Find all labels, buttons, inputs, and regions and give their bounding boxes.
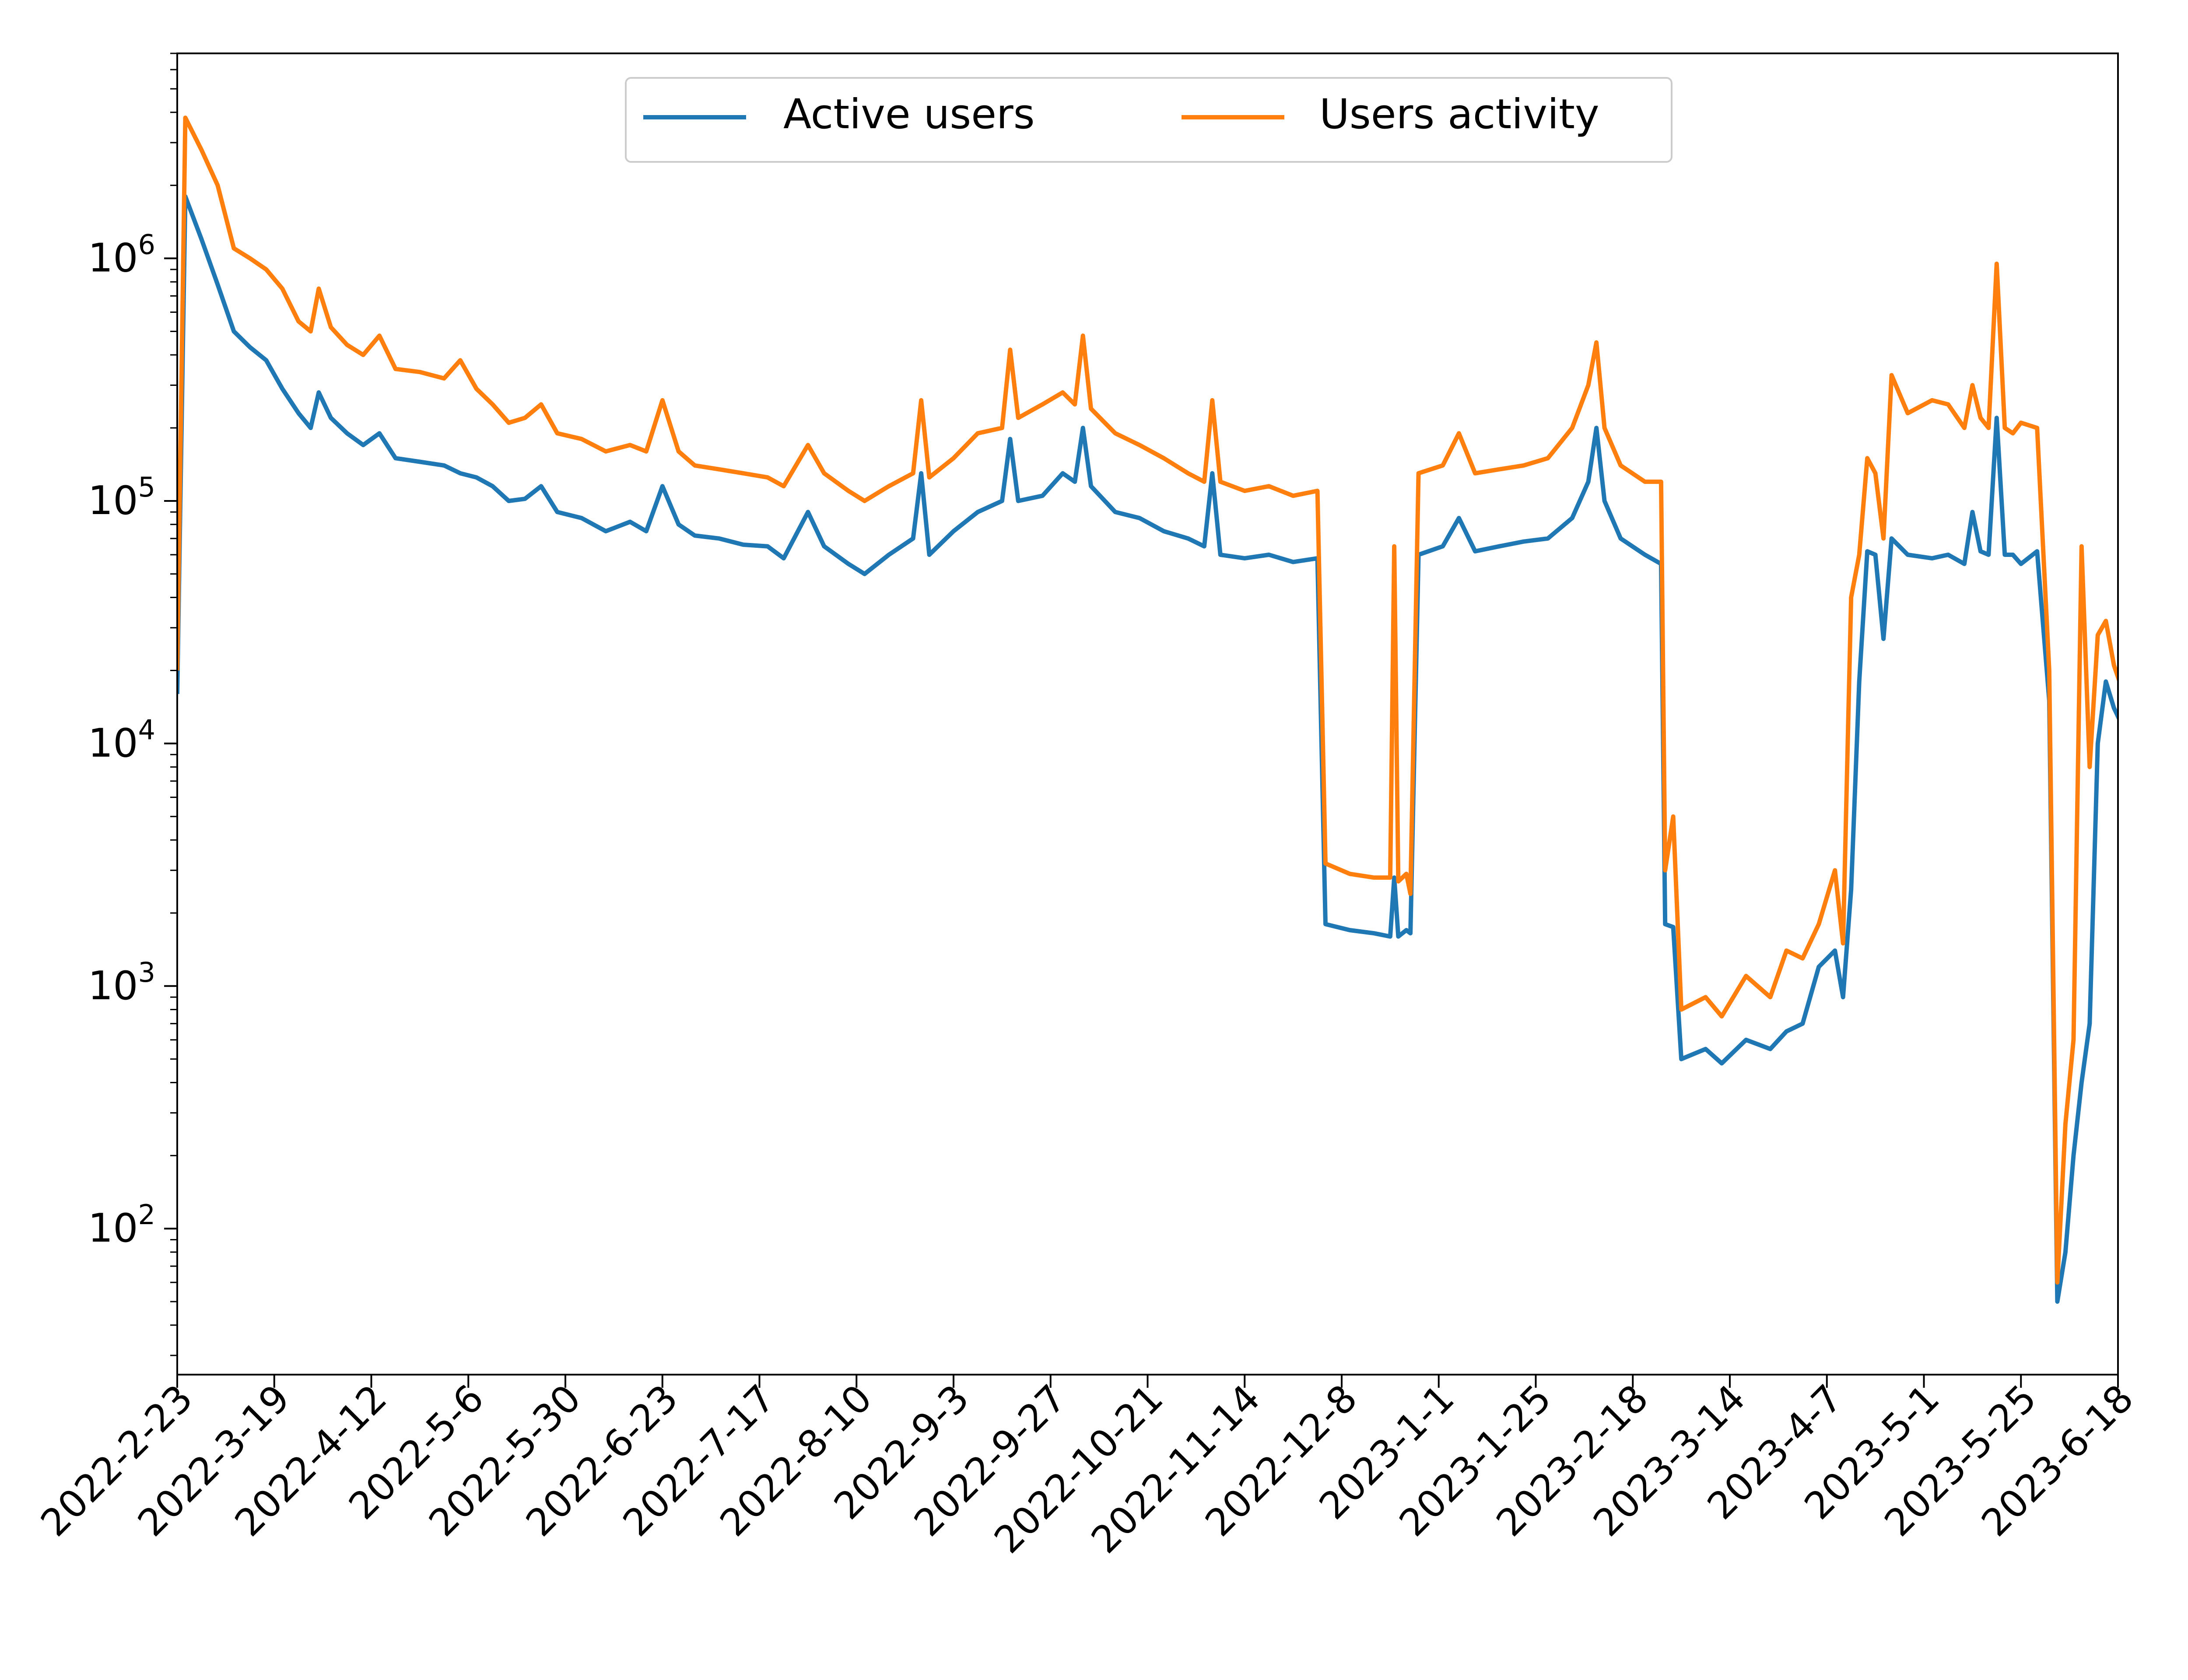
- y-axis: 102 103 104 105 106: [88, 52, 177, 1356]
- series-layer: [177, 116, 2118, 1304]
- y-tick-label: 103: [88, 956, 155, 1009]
- y-tick-label: 106: [88, 229, 155, 281]
- y-tick-label: 104: [88, 714, 155, 766]
- y-tick-label: 102: [88, 1199, 155, 1251]
- series-line-1: [177, 116, 2118, 1285]
- legend: Active users Users activity: [625, 77, 1673, 163]
- legend-frame: [625, 77, 1673, 163]
- legend-label-active-users: Active users: [783, 91, 1035, 138]
- y-tick-label: 105: [88, 471, 155, 524]
- series-line-0: [177, 194, 2118, 1304]
- legend-label-users-activity: Users activity: [1319, 91, 1599, 138]
